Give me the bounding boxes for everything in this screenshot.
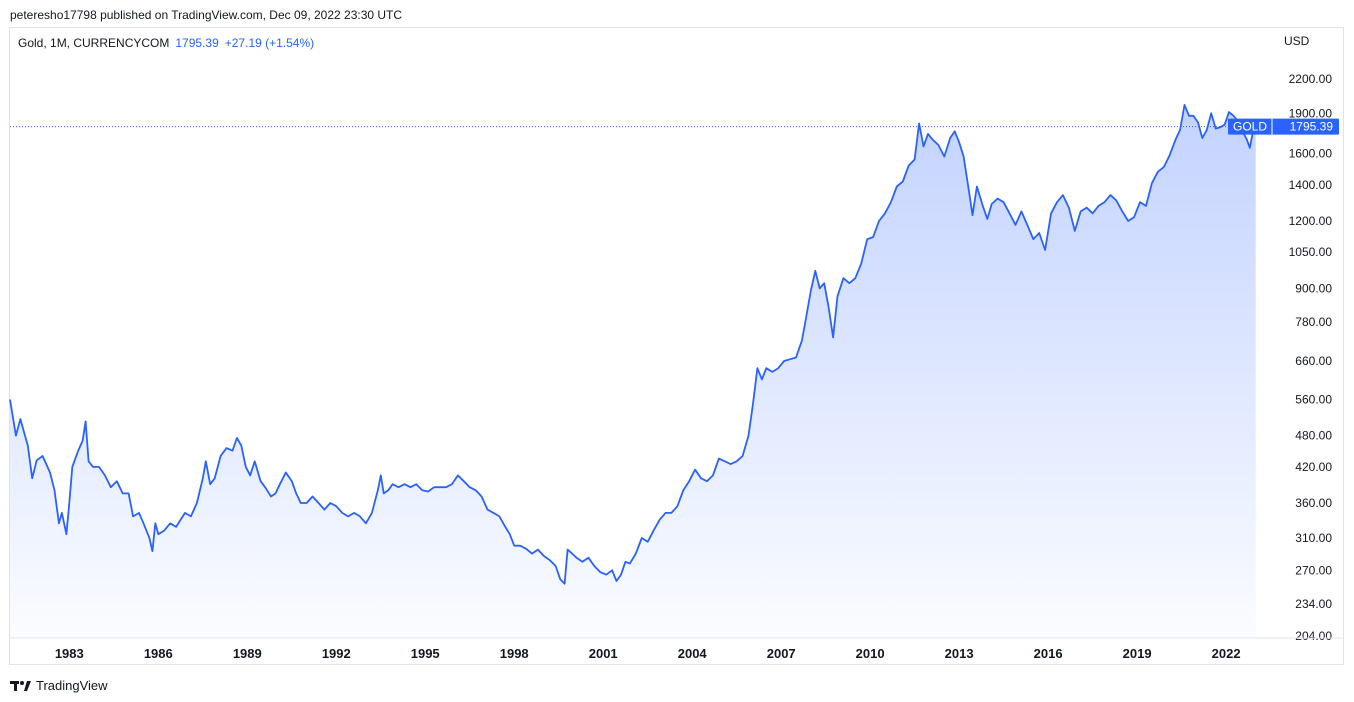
price-line xyxy=(9,104,1257,585)
y-tick-label: 1900.00 xyxy=(1289,106,1333,120)
chart-frame xyxy=(9,27,1344,665)
x-tick-label: 1989 xyxy=(233,646,262,661)
legend-symbol[interactable]: Gold, 1M, CURRENCYCOM xyxy=(18,36,170,50)
y-tick-label: 660.00 xyxy=(1295,354,1332,368)
x-tick-label: 1983 xyxy=(55,646,84,661)
y-tick-label: 310.00 xyxy=(1295,531,1332,545)
currency-label[interactable]: USD xyxy=(1284,34,1310,48)
x-tick-label: 2001 xyxy=(589,646,618,661)
y-tick-label: 560.00 xyxy=(1295,393,1332,407)
legend-change: +27.19 (+1.54%) xyxy=(224,36,315,50)
price-tag[interactable]: GOLD 1795.39 xyxy=(1228,118,1339,135)
y-tick-label: 1400.00 xyxy=(1289,178,1333,192)
y-tick-label: 480.00 xyxy=(1295,429,1332,443)
y-tick-label: 234.00 xyxy=(1295,597,1332,611)
x-tick-label: 1992 xyxy=(322,646,351,661)
legend-last-value: 1795.39 xyxy=(175,36,219,50)
y-tick-label: 1050.00 xyxy=(1289,245,1333,259)
footer-brand[interactable]: TradingView xyxy=(36,678,108,693)
y-tick-label: 1200.00 xyxy=(1289,214,1333,228)
x-tick-label: 1998 xyxy=(500,646,529,661)
x-tick-label: 2022 xyxy=(1212,646,1241,661)
x-tick-label: 2004 xyxy=(678,646,708,661)
x-tick-label: 2007 xyxy=(767,646,796,661)
footer: TradingView xyxy=(10,678,108,693)
published-info: peteresho17798 published on TradingView.… xyxy=(10,8,403,22)
price-tag-label: GOLD xyxy=(1233,120,1267,134)
y-tick-label: 204.00 xyxy=(1295,629,1332,643)
y-tick-label: 360.00 xyxy=(1295,496,1332,510)
x-tick-label: 2016 xyxy=(1034,646,1063,661)
x-tick-label: 1986 xyxy=(144,646,173,661)
x-tick-label: 2019 xyxy=(1123,646,1152,661)
price-area-fill xyxy=(10,104,1256,638)
x-tick-label: 2010 xyxy=(856,646,885,661)
y-tick-label: 1600.00 xyxy=(1289,147,1333,161)
y-tick-label: 270.00 xyxy=(1295,563,1332,577)
tradingview-logo-icon xyxy=(10,680,31,691)
series-legend: Gold, 1M, CURRENCYCOM 1795.39 +27.19 (+1.5… xyxy=(18,36,314,50)
y-tick-label: 420.00 xyxy=(1295,460,1332,474)
y-tick-label: 780.00 xyxy=(1295,315,1332,329)
price-tag-value: 1795.39 xyxy=(1290,120,1334,134)
y-tick-label: 900.00 xyxy=(1295,281,1332,295)
y-tick-label: 2200.00 xyxy=(1289,72,1333,86)
x-tick-label: 2013 xyxy=(945,646,974,661)
x-tick-label: 1995 xyxy=(411,646,440,661)
